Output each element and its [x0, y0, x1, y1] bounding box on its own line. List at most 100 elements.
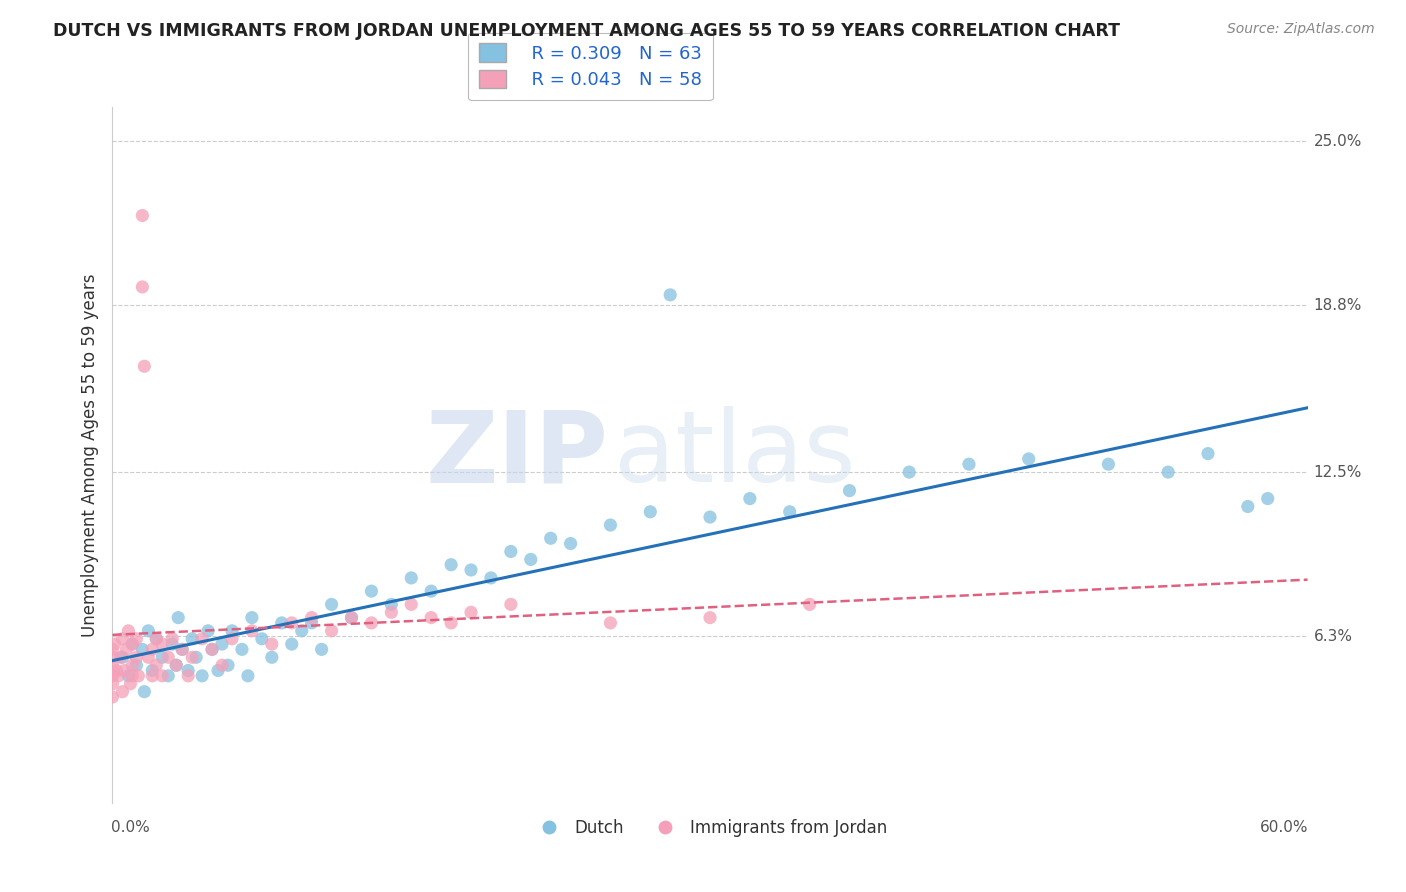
Point [115, 642, 138, 657]
Point [699, 510, 721, 524]
Point [134, 359, 156, 374]
Legend: Dutch, Immigrants from Jordan: Dutch, Immigrants from Jordan [526, 812, 894, 843]
Point [217, 658, 239, 673]
Point [779, 505, 801, 519]
Point [1237, 500, 1260, 514]
Point [360, 615, 382, 630]
Point [181, 650, 204, 665]
Point [540, 531, 562, 545]
Point [111, 632, 134, 646]
Point [141, 669, 163, 683]
Point [1197, 447, 1219, 461]
Point [177, 664, 200, 678]
Point [186, 650, 208, 665]
Point [138, 650, 160, 665]
Point [360, 584, 382, 599]
Text: DUTCH VS IMMIGRANTS FROM JORDAN UNEMPLOYMENT AMONG AGES 55 TO 59 YEARS CORRELATI: DUTCH VS IMMIGRANTS FROM JORDAN UNEMPLOY… [53, 22, 1121, 40]
Point [125, 658, 148, 673]
Point [111, 684, 134, 698]
Point [125, 650, 148, 665]
Point [120, 677, 142, 691]
Point [1257, 491, 1279, 506]
Point [380, 598, 402, 612]
Point [131, 209, 153, 223]
Point [162, 632, 183, 646]
Point [110, 650, 132, 665]
Point [260, 650, 283, 665]
Point [131, 280, 153, 294]
Point [599, 518, 621, 533]
Point [207, 664, 229, 678]
Point [499, 544, 522, 558]
Point [1018, 451, 1040, 466]
Point [107, 669, 129, 683]
Point [172, 642, 194, 657]
Point [121, 658, 143, 673]
Point [401, 571, 423, 585]
Point [1097, 457, 1119, 471]
Point [141, 664, 163, 678]
Point [340, 610, 363, 624]
Point [240, 624, 263, 638]
Point [420, 584, 443, 599]
Point [640, 505, 662, 519]
Point [101, 658, 124, 673]
Point [260, 637, 283, 651]
Point [440, 615, 463, 630]
Point [114, 664, 135, 678]
Point [103, 637, 125, 651]
Point [321, 598, 343, 612]
Point [957, 457, 980, 471]
Point [799, 598, 821, 612]
Text: 0.0%: 0.0% [111, 821, 150, 835]
Text: 6.3%: 6.3% [1313, 629, 1353, 644]
Point [181, 632, 204, 646]
Point [101, 669, 124, 683]
Point [380, 605, 402, 619]
Point [111, 650, 134, 665]
Point [150, 669, 173, 683]
Point [301, 610, 323, 624]
Point [172, 642, 194, 657]
Point [127, 669, 149, 683]
Point [157, 650, 180, 665]
Point [121, 637, 143, 651]
Text: ZIP: ZIP [426, 407, 609, 503]
Text: 12.5%: 12.5% [1313, 465, 1362, 480]
Point [520, 552, 543, 566]
Point [167, 610, 190, 624]
Point [460, 605, 482, 619]
Text: Source: ZipAtlas.com: Source: ZipAtlas.com [1227, 22, 1375, 37]
Point [191, 669, 214, 683]
Point [191, 632, 214, 646]
Point [340, 610, 363, 624]
Point [699, 610, 721, 624]
Point [101, 677, 124, 691]
Point [231, 642, 253, 657]
Point [250, 632, 273, 646]
Point [121, 637, 143, 651]
Point [311, 642, 333, 657]
Point [197, 624, 219, 638]
Point [401, 598, 423, 612]
Y-axis label: Unemployment Among Ages 55 to 59 years: Unemployment Among Ages 55 to 59 years [80, 273, 98, 637]
Point [499, 598, 522, 612]
Point [145, 632, 167, 646]
Point [117, 669, 139, 683]
Point [221, 632, 243, 646]
Point [117, 624, 139, 638]
Point [281, 615, 304, 630]
Point [560, 536, 582, 550]
Point [138, 624, 160, 638]
Point [145, 658, 167, 673]
Point [131, 642, 153, 657]
Point [101, 650, 124, 665]
Point [145, 632, 167, 646]
Point [738, 491, 761, 506]
Point [599, 615, 621, 630]
Point [479, 571, 502, 585]
Point [440, 558, 463, 572]
Point [165, 658, 187, 673]
Text: atlas: atlas [614, 407, 856, 503]
Point [125, 632, 148, 646]
